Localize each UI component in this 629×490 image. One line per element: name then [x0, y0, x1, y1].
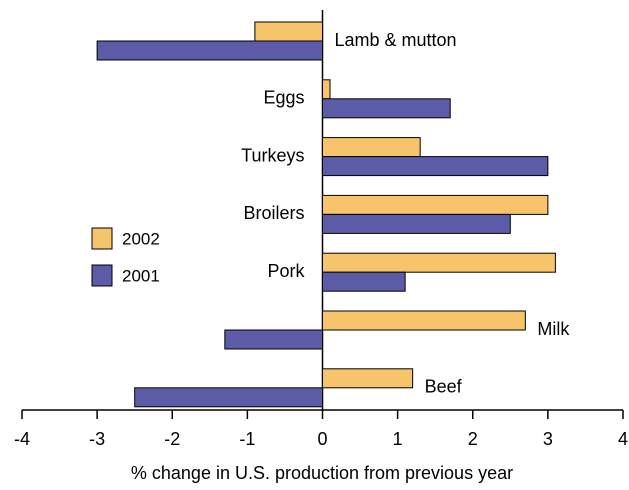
x-tick-label: 2 [468, 429, 478, 449]
bar [322, 156, 549, 177]
bar [322, 252, 556, 273]
category-label: Pork [267, 261, 305, 281]
category-label: Milk [537, 319, 570, 339]
bar [322, 310, 526, 331]
bar [96, 40, 323, 61]
category-label: Lamb & mutton [335, 30, 457, 50]
bar [134, 387, 323, 408]
x-tick-label: -4 [14, 429, 30, 449]
x-axis-label: % change in U.S. production from previou… [131, 463, 513, 483]
legend-swatch [91, 227, 113, 250]
legend-label: 2002 [122, 229, 160, 248]
bar [322, 98, 451, 119]
bar [224, 329, 323, 350]
category-label: Broilers [243, 203, 304, 223]
bar [322, 79, 331, 100]
bar [322, 213, 511, 234]
bar [322, 194, 549, 215]
x-tick-label: -1 [239, 429, 255, 449]
category-label: Turkeys [241, 145, 304, 165]
x-tick-label: -2 [164, 429, 180, 449]
x-tick-label: 3 [543, 429, 553, 449]
x-tick-label: 1 [393, 429, 403, 449]
x-tick-label: 0 [317, 429, 327, 449]
bar [322, 368, 414, 389]
bar [254, 21, 323, 42]
category-label: Beef [425, 377, 463, 397]
bar [322, 271, 406, 292]
category-label: Eggs [263, 88, 304, 108]
bar [322, 137, 421, 158]
legend-label: 2001 [122, 266, 160, 285]
x-tick-label: 4 [618, 429, 628, 449]
x-tick-label: -3 [89, 429, 105, 449]
legend-swatch [91, 264, 113, 287]
